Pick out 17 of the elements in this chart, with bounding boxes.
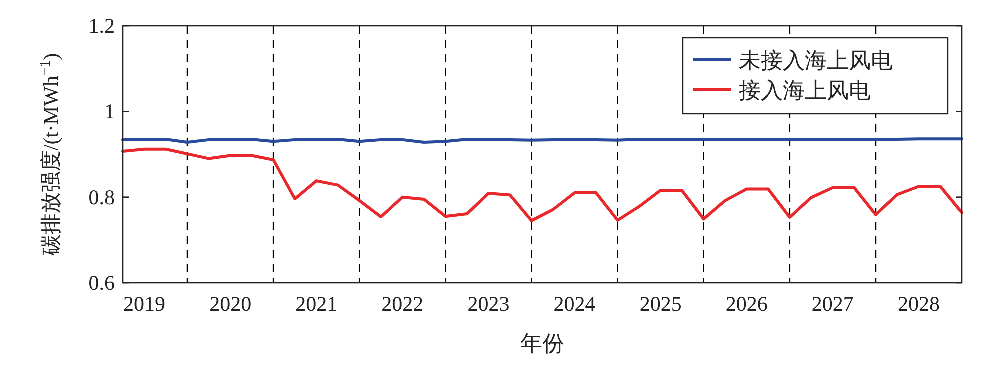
x-tick-label: 2024 [554, 292, 596, 316]
y-tick-label: 1.2 [88, 14, 115, 38]
x-tick-label: 2023 [468, 292, 510, 316]
x-tick-label: 2027 [812, 292, 854, 316]
x-tick-label: 2019 [124, 292, 166, 316]
x-tick-label: 2025 [640, 292, 682, 316]
legend-label: 接入海上风电 [739, 78, 871, 103]
x-tick-label: 2021 [296, 292, 338, 316]
y-tick-label: 0.6 [88, 271, 115, 295]
x-tick-label: 2028 [898, 292, 940, 316]
x-tick-label: 2026 [726, 292, 768, 316]
y-tick-label: 1 [104, 100, 115, 124]
y-tick-label: 0.8 [88, 185, 115, 210]
legend-label: 未接入海上风电 [739, 48, 893, 73]
x-tick-label: 2020 [210, 292, 252, 316]
x-tick-label: 2022 [382, 292, 424, 316]
x-axis-title: 年份 [520, 331, 564, 356]
